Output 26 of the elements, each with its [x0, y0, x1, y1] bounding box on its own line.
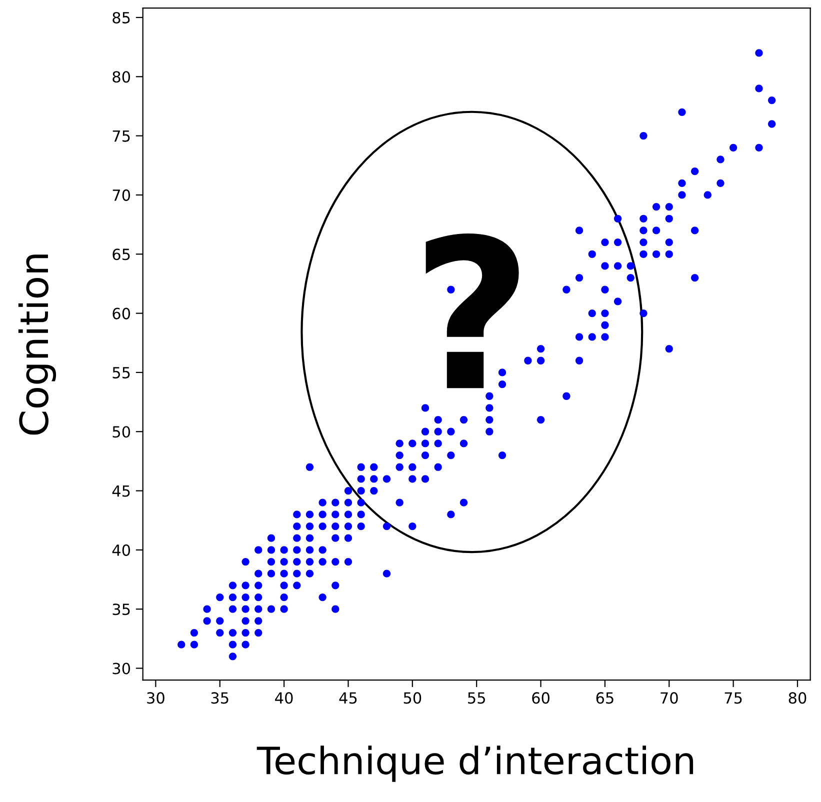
- y-tick-label: 75: [112, 130, 130, 142]
- y-tick-label: 50: [112, 426, 130, 438]
- x-tick-label: 80: [788, 692, 806, 704]
- x-tick-label: 35: [211, 692, 228, 704]
- y-tick-label: 80: [112, 71, 130, 83]
- x-tick-label: 70: [660, 692, 678, 704]
- y-tick-label: 70: [112, 189, 130, 201]
- y-tick-label: 30: [112, 662, 130, 674]
- annotation: ?: [426, 233, 519, 388]
- x-tick-label: 75: [724, 692, 742, 704]
- y-tick-label: 65: [112, 248, 130, 260]
- y-tick-label: 85: [112, 12, 130, 24]
- x-tick-label: 45: [339, 692, 357, 704]
- x-tick-label: 40: [275, 692, 293, 704]
- y-tick-label: 45: [112, 485, 130, 497]
- x-tick-label: 55: [468, 692, 485, 704]
- x-tick-label: 65: [596, 692, 614, 704]
- y-tick-label: 40: [112, 544, 130, 556]
- x-axis-title: Technique d’interaction: [256, 746, 694, 782]
- x-tick-label: 30: [147, 692, 164, 704]
- x-tick-label: 50: [404, 692, 422, 704]
- y-tick-label: 35: [112, 604, 130, 616]
- y-axis-title: Cognition: [18, 254, 56, 435]
- y-tick-label: 55: [112, 367, 130, 378]
- y-tick-label: 60: [112, 308, 130, 320]
- x-tick-label: 60: [532, 692, 550, 704]
